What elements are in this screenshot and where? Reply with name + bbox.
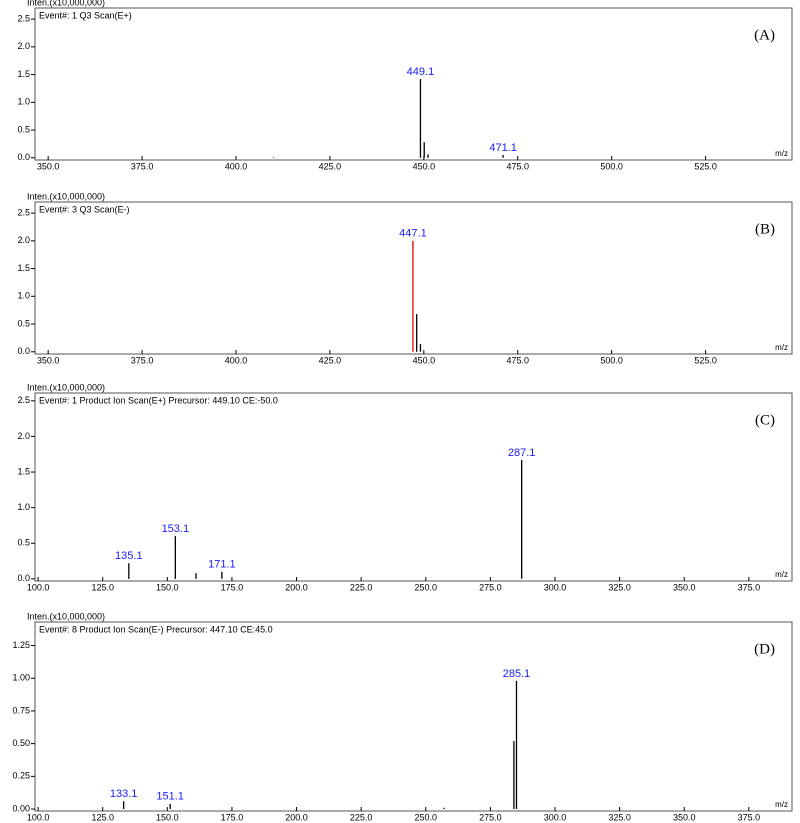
scan-info: Event#: 8 Product Ion Scan(E-) Precursor… <box>39 624 273 634</box>
x-tick-label: 400.0 <box>225 161 248 171</box>
x-tick-label: 200.0 <box>285 582 308 592</box>
peak-label: 449.1 <box>407 66 435 78</box>
y-tick-label: 2.0 <box>17 235 30 245</box>
plot-frame <box>34 392 793 582</box>
x-tick-label: 350.0 <box>673 812 696 822</box>
y-tick-label: 1.5 <box>17 69 30 79</box>
x-tick-label: 100.0 <box>27 582 50 592</box>
y-axis-label: Inten.(x10,000,000) <box>27 0 105 7</box>
y-tick-label: 0.5 <box>17 538 30 548</box>
y-tick-label: 0.00 <box>12 803 30 813</box>
x-tick-label: 125.0 <box>91 812 114 822</box>
y-axis-label: Inten.(x10,000,000) <box>27 191 105 201</box>
x-tick-label: 375.0 <box>738 812 761 822</box>
y-tick-label: 1.5 <box>17 466 30 476</box>
y-tick-label: 2.0 <box>17 41 30 51</box>
x-tick-label: 275.0 <box>479 582 502 592</box>
x-tick-label: 125.0 <box>91 582 114 592</box>
scan-info: Event#: 3 Q3 Scan(E-) <box>39 204 130 214</box>
peak-label: 171.1 <box>208 559 236 571</box>
plot-frame <box>34 7 793 161</box>
y-tick-label: 0.0 <box>17 346 30 356</box>
x-tick-label: 475.0 <box>506 161 529 171</box>
x-axis-label: m/z <box>775 570 788 579</box>
x-tick-label: 450.0 <box>413 161 436 171</box>
y-tick-label: 0.75 <box>12 705 30 715</box>
y-tick-label: 1.0 <box>17 97 30 107</box>
y-tick-label: 0.25 <box>12 771 30 781</box>
y-tick-label: 1.0 <box>17 502 30 512</box>
y-tick-label: 2.0 <box>17 431 30 441</box>
y-tick-label: 0.0 <box>17 152 30 162</box>
x-tick-label: 350.0 <box>673 582 696 592</box>
peak-label: 151.1 <box>156 791 184 803</box>
plot-frame <box>34 621 793 812</box>
x-axis-label: m/z <box>775 149 788 158</box>
x-tick-label: 425.0 <box>319 355 342 365</box>
x-tick-label: 300.0 <box>544 582 567 592</box>
y-axis-label: Inten.(x10,000,000) <box>27 382 105 392</box>
x-tick-label: 375.0 <box>131 355 154 365</box>
peak-label: 133.1 <box>110 788 138 800</box>
plot-frame <box>34 201 793 355</box>
y-tick-label: 1.00 <box>12 673 30 683</box>
x-tick-label: 400.0 <box>225 355 248 365</box>
x-tick-label: 150.0 <box>156 582 179 592</box>
x-tick-label: 275.0 <box>479 812 502 822</box>
x-tick-label: 350.0 <box>37 161 60 171</box>
x-tick-label: 100.0 <box>27 812 50 822</box>
x-tick-label: 300.0 <box>544 812 567 822</box>
peak-label: 153.1 <box>162 523 190 535</box>
x-tick-label: 500.0 <box>600 161 623 171</box>
x-tick-label: 250.0 <box>415 582 438 592</box>
panel-title: (D) <box>754 641 775 657</box>
x-tick-label: 525.0 <box>694 355 717 365</box>
y-tick-label: 1.5 <box>17 263 30 273</box>
x-tick-label: 475.0 <box>506 355 529 365</box>
panel-title: (A) <box>754 27 775 43</box>
x-tick-label: 350.0 <box>37 355 60 365</box>
y-tick-label: 0.5 <box>17 318 30 328</box>
y-tick-label: 2.5 <box>17 207 30 217</box>
panel-title: (C) <box>755 412 775 428</box>
x-tick-label: 375.0 <box>738 582 761 592</box>
x-axis-label: m/z <box>775 800 788 809</box>
x-tick-label: 175.0 <box>221 582 244 592</box>
peak-label: 135.1 <box>115 550 143 562</box>
y-tick-label: 0.0 <box>17 573 30 583</box>
y-axis-label: Inten.(x10,000,000) <box>27 611 105 621</box>
x-tick-label: 325.0 <box>608 582 631 592</box>
y-tick-label: 2.5 <box>17 395 30 405</box>
peak-label: 471.1 <box>489 142 517 154</box>
x-tick-label: 375.0 <box>131 161 154 171</box>
panel-title: (B) <box>755 221 775 237</box>
y-tick-label: 2.5 <box>17 13 30 23</box>
x-tick-label: 450.0 <box>413 355 436 365</box>
peak-label: 285.1 <box>503 668 531 680</box>
y-tick-label: 1.0 <box>17 291 30 301</box>
y-tick-label: 0.5 <box>17 124 30 134</box>
x-tick-label: 425.0 <box>319 161 342 171</box>
x-tick-label: 325.0 <box>608 812 631 822</box>
scan-info: Event#: 1 Product Ion Scan(E+) Precursor… <box>39 395 278 405</box>
x-tick-label: 225.0 <box>350 812 373 822</box>
x-tick-label: 225.0 <box>350 582 373 592</box>
y-tick-label: 0.50 <box>12 738 30 748</box>
x-tick-label: 150.0 <box>156 812 179 822</box>
x-tick-label: 175.0 <box>221 812 244 822</box>
peak-label: 287.1 <box>508 447 536 459</box>
x-tick-label: 200.0 <box>285 812 308 822</box>
x-tick-label: 525.0 <box>694 161 717 171</box>
peak-label: 447.1 <box>399 228 427 240</box>
y-tick-label: 1.25 <box>12 640 30 650</box>
x-axis-label: m/z <box>775 343 788 352</box>
scan-info: Event#: 1 Q3 Scan(E+) <box>39 10 132 20</box>
x-tick-label: 250.0 <box>415 812 438 822</box>
x-tick-label: 500.0 <box>600 355 623 365</box>
